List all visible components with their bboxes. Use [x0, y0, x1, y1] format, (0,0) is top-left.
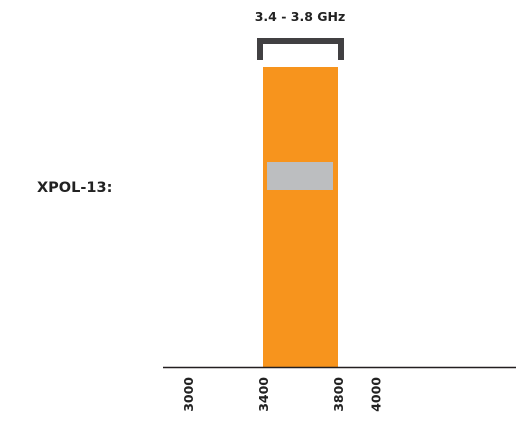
- x-tick-label: 3400: [256, 377, 271, 412]
- band-marker: [267, 162, 333, 190]
- x-tick-label: 4000: [369, 377, 384, 412]
- band-range-label: 3.4 - 3.8 GHz: [255, 9, 346, 24]
- row-label-xpol-13: XPOL-13:: [37, 180, 112, 196]
- x-tick-label: 3800: [331, 377, 346, 412]
- x-axis-ticks: 3000 3400 3800 4000: [181, 377, 384, 412]
- band-bracket: [257, 38, 344, 60]
- x-tick-label: 3000: [181, 377, 196, 412]
- band-bar: [263, 67, 338, 368]
